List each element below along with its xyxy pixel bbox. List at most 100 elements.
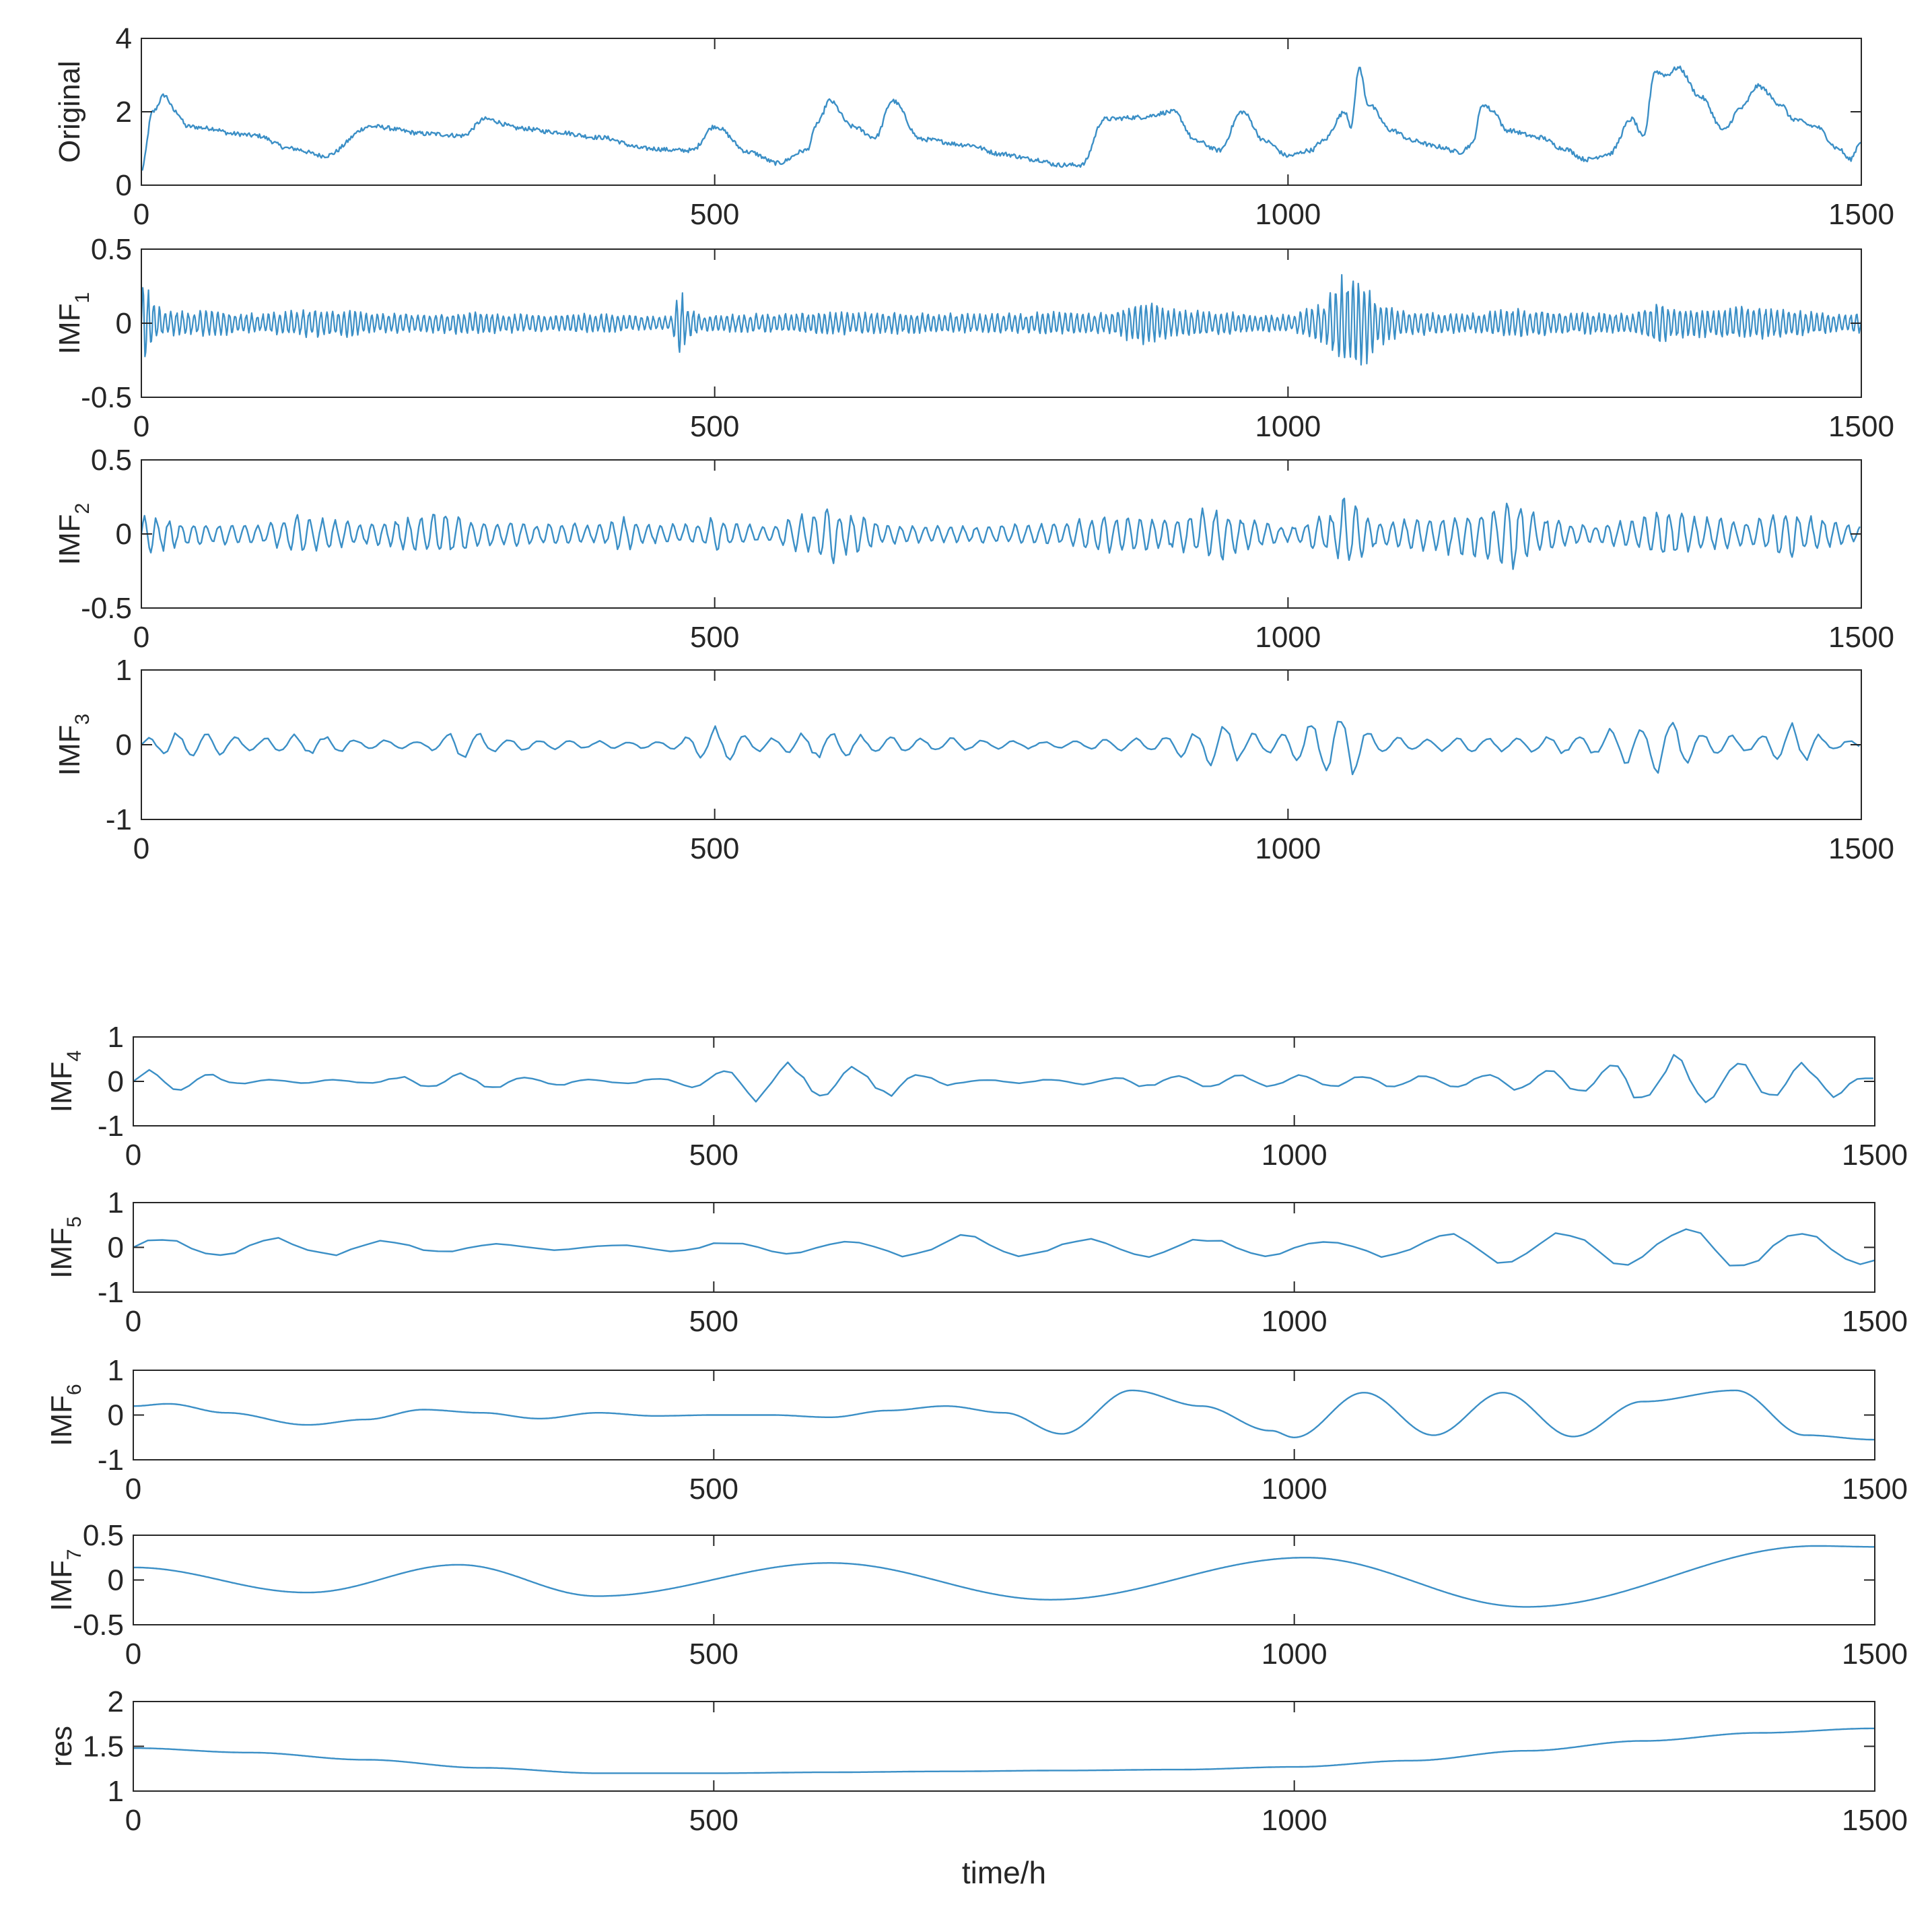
y-tick-label: -1 [98,1110,124,1143]
y-axis-label-subscript: 6 [63,1384,85,1395]
x-tick-label: 1000 [1262,1305,1327,1338]
y-axis-label-subscript: 7 [63,1549,85,1560]
x-tick-label: 1500 [1828,621,1894,654]
y-axis-label: Original [53,61,86,163]
x-tick-label: 500 [690,410,739,443]
y-tick-label: 0 [108,1564,124,1597]
x-tick-label: 0 [125,1804,141,1837]
series-line-imf7 [133,1545,1875,1608]
y-axis-label-main: IMF [45,1560,78,1611]
x-tick-label: 500 [690,198,739,231]
series-line-imf5 [133,1228,1875,1267]
y-tick-label: 0.5 [91,233,132,266]
x-tick-label: 1500 [1828,410,1894,443]
y-axis-label-main: IMF [53,303,86,354]
y-tick-label: -0.5 [73,1609,124,1642]
y-axis-label: IMF6 [45,1384,85,1446]
y-axis-label: IMF1 [53,292,94,354]
x-axis-label: time/h [962,1855,1046,1890]
x-tick-label: 1000 [1262,1473,1327,1506]
y-tick-label: 0 [116,307,132,340]
y-axis-label: IMF7 [45,1549,85,1611]
y-axis-label-main: res [45,1726,78,1767]
x-tick-label: 0 [125,1473,141,1506]
y-axis-label: IMF5 [45,1216,85,1278]
y-tick-label: 1 [116,654,132,687]
x-tick-label: 0 [133,832,149,865]
y-axis-label-main: IMF [45,1395,78,1446]
y-tick-label: -0.5 [81,592,132,625]
series-line-res [133,1727,1875,1774]
x-tick-label: 500 [690,621,739,654]
x-tick-label: 1000 [1255,198,1321,231]
y-tick-label: -1 [98,1444,124,1477]
x-tick-label: 1500 [1842,1139,1908,1172]
x-tick-label: 1500 [1842,1305,1908,1338]
y-axis-label-subscript: 3 [71,714,94,725]
x-tick-label: 1000 [1255,410,1321,443]
y-tick-label: 4 [116,22,132,55]
y-tick-label: 1.5 [83,1730,124,1763]
x-tick-label: 500 [690,832,739,865]
x-tick-label: 0 [133,198,149,231]
y-axis-label-subscript: 5 [63,1216,85,1227]
y-tick-label: 0.5 [91,444,132,477]
x-tick-label: 0 [125,1139,141,1172]
axes-frame [133,1701,1875,1792]
x-tick-label: 500 [689,1804,738,1837]
y-tick-label: -0.5 [81,381,132,414]
y-axis-label-subscript: 2 [71,503,94,514]
y-tick-label: 1 [108,1186,124,1219]
axes-frame [133,1202,1875,1293]
y-axis-label-main: Original [53,61,86,163]
x-tick-label: 1000 [1262,1638,1327,1671]
panel-res: 0 500 1000 1500 1 1.5 2 res [45,1685,1908,1837]
y-tick-label: 2 [108,1685,124,1718]
y-axis-label: IMF3 [53,714,94,776]
y-tick-label: 0.5 [83,1519,124,1552]
x-tick-label: 0 [125,1305,141,1338]
y-axis-label-main: IMF [45,1227,78,1279]
y-axis-label: res [45,1726,78,1767]
x-tick-label: 1500 [1842,1804,1908,1837]
y-tick-label: 0 [108,1399,124,1432]
x-tick-label: 1000 [1255,832,1321,865]
x-tick-label: 1500 [1842,1473,1908,1506]
y-axis-label-main: IMF [45,1061,78,1112]
y-axis-label: IMF2 [53,503,94,565]
x-tick-label: 1500 [1842,1638,1908,1671]
x-tick-label: 1000 [1255,621,1321,654]
axes-frame [141,38,1862,186]
y-tick-label: 1 [108,1354,124,1387]
y-tick-label: 1 [108,1021,124,1054]
series-line-imf3 [141,720,1860,776]
axes-frame [133,1535,1875,1625]
x-tick-label: 1500 [1828,832,1894,865]
x-tick-label: 1500 [1828,198,1894,231]
y-tick-label: 0 [116,518,132,551]
y-axis-label-subscript: 4 [63,1050,85,1062]
x-tick-label: 0 [133,621,149,654]
axes-frame [141,669,1862,820]
y-tick-label: -1 [98,1276,124,1309]
x-tick-label: 500 [689,1473,738,1506]
x-tick-label: 500 [689,1305,738,1338]
y-axis-label-subscript: 1 [71,292,94,304]
y-axis-label: IMF4 [45,1050,85,1112]
x-tick-label: 500 [689,1638,738,1671]
series-line-imf2 [140,498,1861,570]
y-tick-label: 0 [108,1065,124,1098]
y-tick-label: 2 [116,96,132,129]
series-line-imf4 [133,1054,1873,1104]
y-tick-label: 1 [108,1775,124,1808]
series-line-imf1 [140,274,1863,366]
y-axis-label-main: IMF [53,514,86,565]
x-tick-label: 500 [689,1139,738,1172]
y-axis-label-main: IMF [53,725,86,776]
